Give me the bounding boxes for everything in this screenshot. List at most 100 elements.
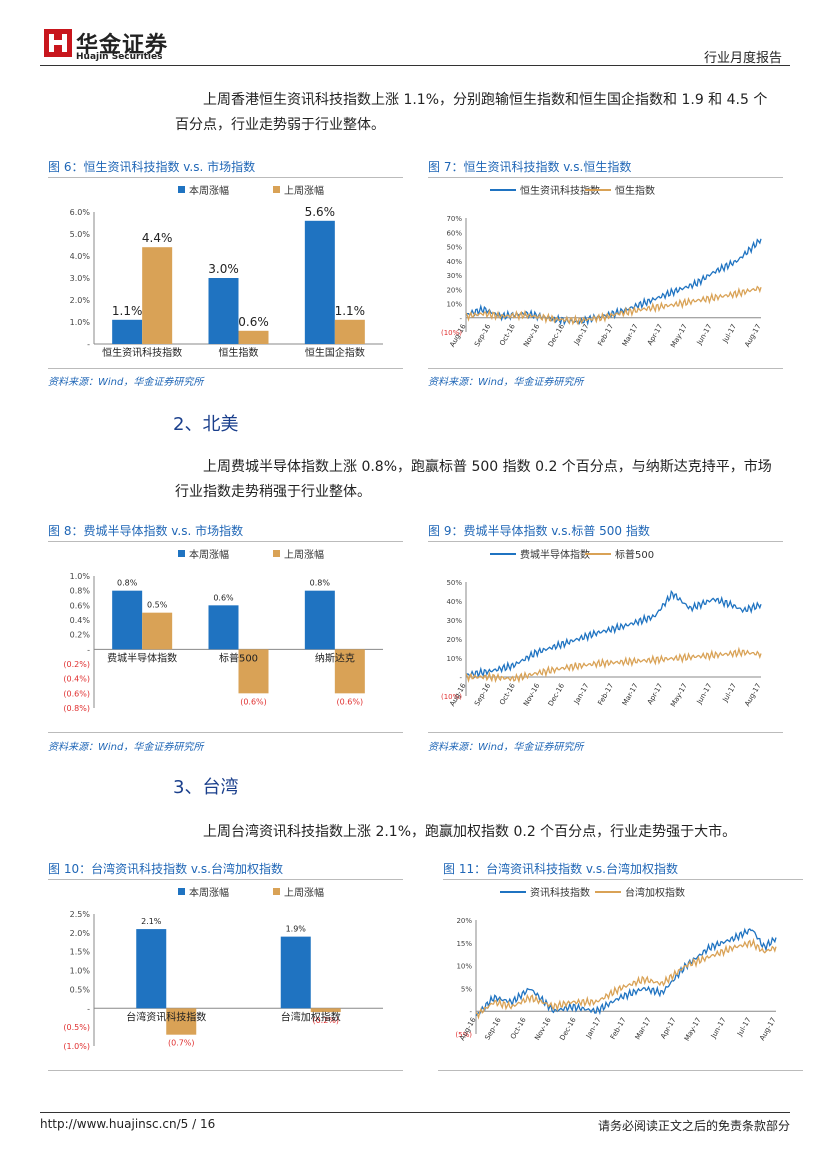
x-tick-label: Mar-17: [634, 1016, 653, 1041]
y-tick-label: 10%: [446, 655, 462, 663]
section-north-america: 2、北美: [173, 414, 239, 435]
x-tick-label: Aug-17: [758, 1016, 777, 1042]
y-tick-label: 2.0%: [70, 296, 91, 305]
divider: [48, 368, 403, 369]
y-tick-label: 40%: [446, 258, 462, 266]
y-tick-label: (0.8%): [63, 704, 90, 713]
report-type: 行业月度报告: [703, 51, 782, 66]
bar: [208, 605, 239, 650]
y-tick-label: 1.0%: [70, 318, 91, 327]
x-tick-label: Aug-17: [743, 682, 762, 708]
paragraph-line: 百分点，行业走势弱于行业整体。: [175, 117, 385, 133]
x-tick-label: Sep-16: [473, 682, 493, 708]
y-tick-label: 4.0%: [70, 252, 91, 261]
x-tick-label: Feb-17: [609, 1016, 628, 1041]
bar: [112, 590, 143, 650]
legend-swatch: [178, 888, 185, 895]
bar: [334, 649, 365, 694]
x-tick-label: Oct-16: [509, 1016, 528, 1041]
y-tick-label: -: [469, 1008, 472, 1016]
y-tick-label: 20%: [446, 636, 462, 644]
figure-10-title: 图 10：台湾资讯科技指数 v.s.台湾加权指数: [48, 860, 403, 880]
x-tick-label: May-17: [669, 682, 689, 708]
x-tick-label: Jun-17: [695, 682, 714, 706]
bar-value-label: (0.6%): [337, 697, 364, 706]
legend-swatch: [178, 550, 185, 557]
y-tick-label: 10%: [446, 301, 462, 309]
legend-swatch: [273, 550, 280, 557]
legend-swatch: [178, 186, 185, 193]
logo-chinese-name: 华金证券: [76, 33, 169, 58]
x-tick-label: Jul-17: [721, 682, 738, 704]
y-tick-label: 30%: [446, 272, 462, 280]
x-tick-label: Oct-16: [498, 682, 517, 707]
x-tick-label: Jun-17: [695, 323, 714, 347]
y-tick-label: 6.0%: [70, 208, 91, 217]
x-tick-label: Mar-17: [621, 323, 640, 348]
y-tick-label: 30%: [446, 617, 462, 625]
x-tick-label: Dec-16: [547, 322, 567, 348]
y-tick-label: 0.5%: [70, 985, 91, 994]
bar-value-label: (0.7%): [168, 1039, 195, 1048]
y-tick-label: 2.0%: [70, 929, 91, 938]
figure-10-chart: 本周涨幅 上周涨幅 (1.0%) (0.5%) - 0.5% 1.0% 1.5% 2.0% 2.5…: [63, 886, 383, 1051]
x-category-label: 台湾资讯科技指数: [126, 1010, 206, 1023]
series-line-1: [475, 927, 777, 1017]
figure-7-title: 图 7：恒生资讯科技指数 v.s.恒生指数: [428, 158, 783, 178]
bar-value-label: 3.0%: [208, 262, 239, 276]
legend-label: 恒生指数: [615, 184, 655, 197]
y-tick-label: -: [87, 340, 90, 349]
huajin-logo-icon: [44, 29, 72, 57]
x-tick-label: Jul-17: [721, 323, 738, 345]
bar: [304, 590, 335, 650]
bar: [142, 247, 173, 344]
bar: [280, 936, 311, 1009]
legend-label: 上周涨幅: [284, 886, 324, 899]
x-category-label: 恒生国企指数: [305, 346, 365, 359]
y-tick-label: 20%: [446, 286, 462, 294]
y-tick-label: (1.0%): [63, 1042, 90, 1051]
x-tick-label: Mar-17: [621, 682, 640, 707]
section-taiwan: 3、台湾: [173, 777, 239, 798]
divider: [48, 1070, 403, 1071]
paragraph-line: 上周费城半导体指数上涨 0.8%，跑赢标普 500 指数 0.2 个百分点，与纳…: [203, 459, 772, 475]
legend-label: 上周涨幅: [284, 548, 324, 561]
y-tick-label: (0.4%): [63, 675, 90, 684]
y-tick-label: 15%: [456, 940, 472, 948]
legend-swatch: [273, 888, 280, 895]
legend-label: 资讯科技指数: [530, 886, 590, 899]
y-tick-label: (0.5%): [63, 1023, 90, 1032]
x-tick-label: Feb-17: [596, 682, 615, 707]
page-header: 华金证券 Huajin Securities 行业月度报告: [40, 25, 790, 66]
legend-label: 台湾加权指数: [625, 886, 685, 899]
y-tick-label: -: [87, 645, 90, 654]
legend-label: 恒生资讯科技指数: [520, 184, 600, 197]
series-line-2: [465, 285, 762, 326]
y-tick-label: 10%: [456, 963, 472, 971]
bar-value-label: 0.6%: [238, 315, 269, 329]
y-tick-label: 5%: [461, 985, 472, 993]
y-tick-label: 0.2%: [70, 631, 91, 640]
x-tick-label: Sep-16: [483, 1016, 503, 1042]
x-tick-label: Jan-17: [572, 682, 591, 706]
x-category-label: 标普500: [219, 651, 258, 664]
divider: [48, 732, 403, 733]
y-tick-label: 1.5%: [70, 948, 91, 957]
logo-english-name: Huajin Securities: [76, 52, 163, 62]
x-tick-label: Aug-17: [743, 323, 762, 349]
bar-value-label: 0.8%: [117, 579, 138, 588]
x-category-label: 费城半导体指数: [107, 651, 177, 664]
bar: [136, 929, 167, 1009]
legend-label: 费城半导体指数: [520, 548, 590, 561]
footer-disclaimer: 请务必阅读正文之后的免责条款部分: [597, 1119, 790, 1133]
y-tick-label: 40%: [446, 598, 462, 606]
footer-url[interactable]: http://www.huajinsc.cn/5 / 16: [40, 1117, 216, 1131]
bar: [166, 1008, 197, 1035]
bar: [208, 278, 239, 344]
x-tick-label: Feb-17: [596, 323, 615, 348]
bar: [112, 319, 143, 344]
x-tick-label: Nov-16: [533, 1016, 553, 1042]
bar-value-label: 5.6%: [305, 205, 336, 219]
page-footer: http://www.huajinsc.cn/5 / 16 请务必阅读正文之后的…: [40, 1112, 790, 1133]
y-tick-label: -: [87, 1004, 90, 1013]
